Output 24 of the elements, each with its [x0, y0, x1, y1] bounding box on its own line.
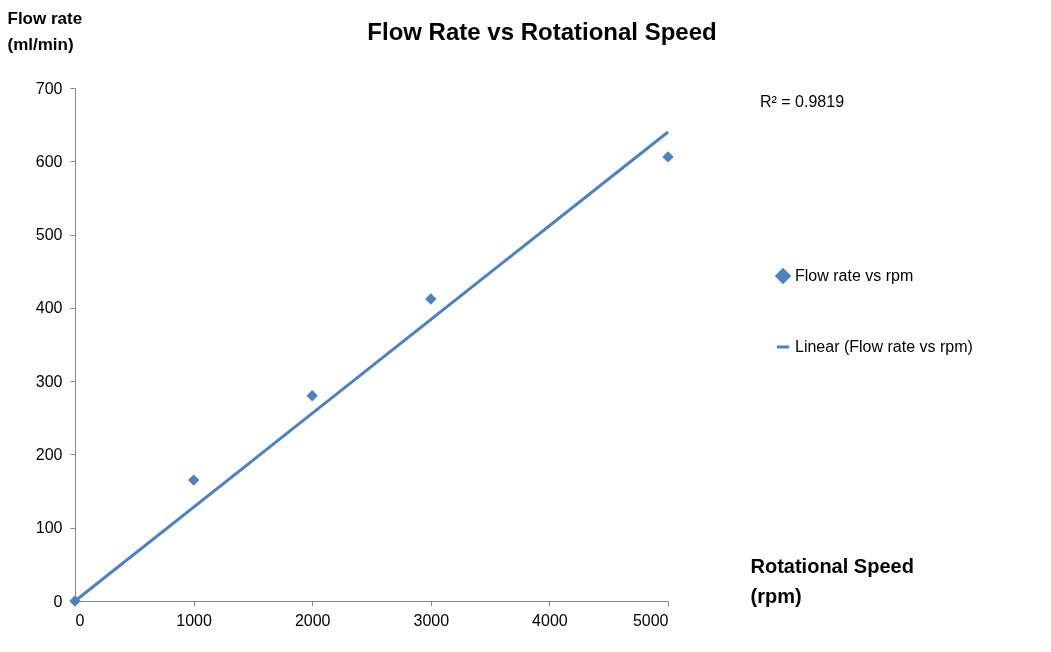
y-tick-label: 700: [35, 79, 63, 97]
x-tick-label: 3000: [413, 611, 450, 629]
legend-label: Flow rate vs rpm: [795, 267, 914, 284]
x-tick-label: 5000: [632, 611, 669, 629]
y-tick-label: 500: [35, 226, 63, 244]
point: [306, 390, 318, 402]
y-axis-title: Flow rate (ml/min): [7, 8, 83, 54]
point: [425, 293, 437, 305]
legend-label: Linear (Flow rate vs rpm): [795, 338, 973, 355]
y-tick-label: 600: [35, 152, 63, 170]
point: [662, 151, 674, 163]
x-axis-title: Rotational Speed (rpm): [750, 554, 914, 607]
text: R² = 0.9819: [760, 93, 845, 110]
point: [187, 474, 200, 486]
chart-title: Flow Rate vs Rotational Speed: [367, 18, 717, 45]
y-tick-label: 300: [35, 372, 63, 390]
y-tick-label: 200: [35, 445, 63, 463]
y-tick-label: 0: [53, 592, 63, 610]
x-tick-label: 0: [75, 611, 85, 629]
x-tick-label: 2000: [294, 611, 331, 629]
y-tick-label: 400: [35, 299, 63, 317]
x-tick-label: 4000: [532, 611, 568, 629]
x-tick-label: 1000: [176, 611, 212, 629]
y-tick-label: 100: [35, 519, 63, 537]
